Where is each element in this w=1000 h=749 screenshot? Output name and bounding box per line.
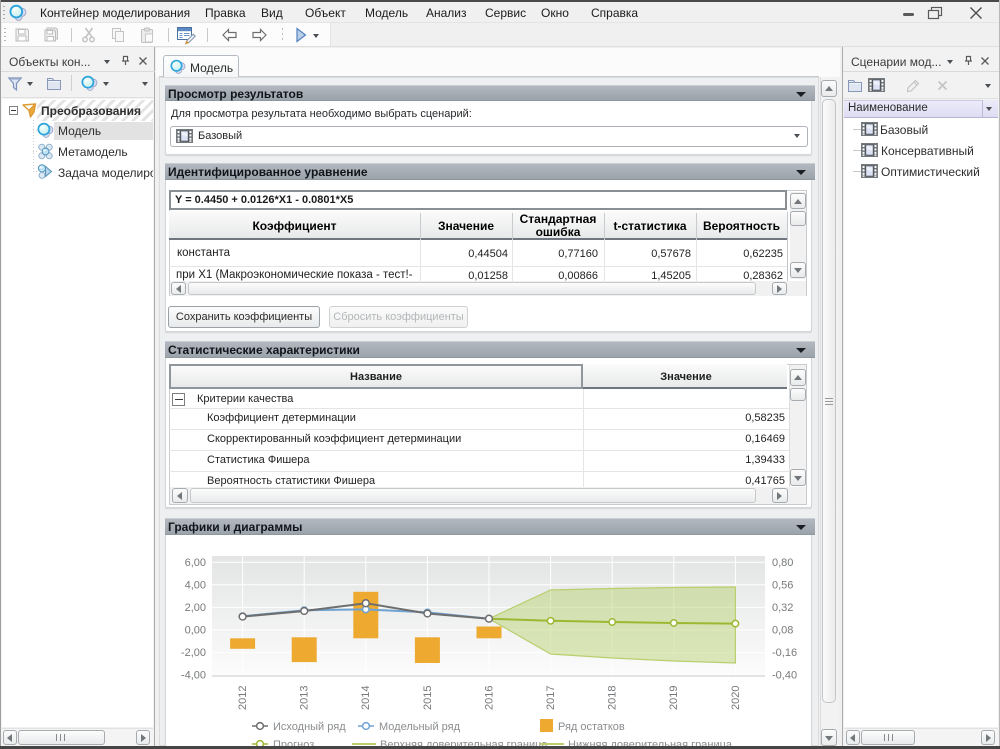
svg-text:0,56: 0,56 [772,580,793,592]
svg-text:Нижняя доверительная граница: Нижняя доверительная граница [568,739,733,746]
svg-text:0,80: 0,80 [772,557,793,569]
svg-text:-0,40: -0,40 [772,670,797,682]
svg-text:6,00: 6,00 [185,557,206,569]
svg-text:2013: 2013 [299,686,311,710]
svg-text:Верхняя доверительная граница: Верхняя доверительная граница [380,739,548,746]
svg-text:2015: 2015 [422,686,434,710]
svg-text:Прогноз: Прогноз [273,739,314,746]
svg-text:0,08: 0,08 [772,625,793,637]
svg-text:2016: 2016 [483,686,495,710]
svg-text:Модельный ряд: Модельный ряд [379,721,461,733]
svg-text:-2,00: -2,00 [181,647,206,659]
svg-text:Ряд остатков: Ряд остатков [558,721,625,733]
svg-text:0,32: 0,32 [772,602,793,614]
svg-text:Исходный ряд: Исходный ряд [273,721,346,733]
svg-text:-4,00: -4,00 [181,670,206,682]
svg-text:2,00: 2,00 [185,602,206,614]
svg-text:-0,16: -0,16 [772,647,797,659]
svg-text:4,00: 4,00 [185,580,206,592]
svg-text:2019: 2019 [668,686,680,710]
svg-text:2017: 2017 [545,686,557,710]
svg-text:2012: 2012 [237,686,249,710]
svg-text:2018: 2018 [607,686,619,710]
svg-text:2014: 2014 [360,686,372,710]
svg-text:0,00: 0,00 [185,625,206,637]
svg-text:2020: 2020 [730,686,742,710]
